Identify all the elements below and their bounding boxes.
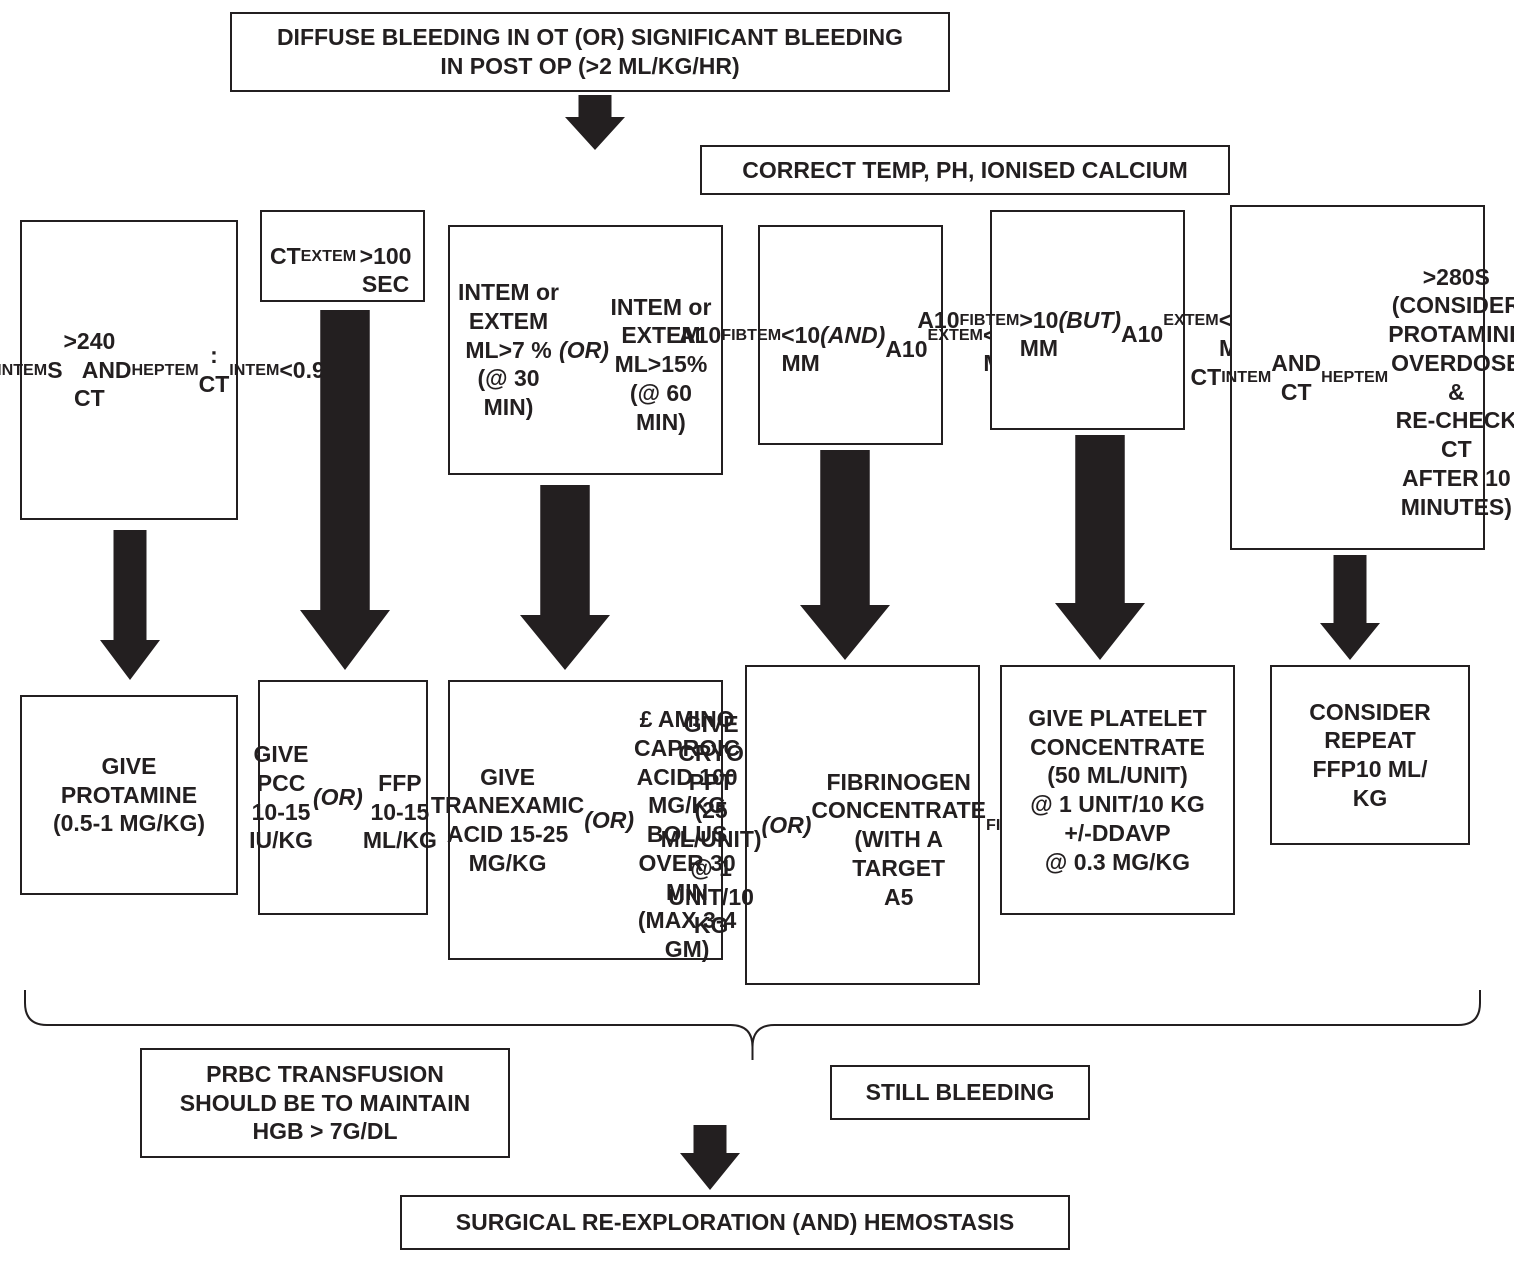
node-still: STILL BLEEDING bbox=[830, 1065, 1090, 1120]
node-a5: GIVE PLATELETCONCENTRATE(50 ML/UNIT)@ 1 … bbox=[1000, 665, 1235, 915]
node-c6: CT INTEM ANDCT HEPTEM>280S(CONSIDERPROTA… bbox=[1230, 205, 1485, 550]
node-correct: CORRECT TEMP, PH, IONISED CALCIUM bbox=[700, 145, 1230, 195]
arrow-down-icon bbox=[565, 95, 625, 150]
arrow-down-icon bbox=[800, 450, 890, 660]
arrow-down-icon bbox=[100, 530, 160, 680]
node-a1: GIVEPROTAMINE(0.5-1 MG/KG) bbox=[20, 695, 238, 895]
arrow-down-icon bbox=[520, 485, 610, 670]
node-c1: ACT >20% OFBASE LINE(OR)CT INTEM >240S A… bbox=[20, 220, 238, 520]
arrow-down-icon bbox=[300, 310, 390, 670]
node-c4: A10 FIBTEM<10 MM(AND)A10 EXTEM<40 MM bbox=[758, 225, 943, 445]
node-c2: CT EXTEM>100 SEC bbox=[260, 210, 425, 302]
arrow-down-icon bbox=[1320, 555, 1380, 660]
node-prbc: PRBC TRANSFUSIONSHOULD BE TO MAINTAINHGB… bbox=[140, 1048, 510, 1158]
arrow-down-icon bbox=[680, 1125, 740, 1190]
node-a4: GIVE CRYO PPT(25 ML/UNIT)@ 1 UNIT/10 KG(… bbox=[745, 665, 980, 985]
node-a2: GIVE PCC10-15 IU/KG(OR)FFP 10-15ML/KG bbox=[258, 680, 428, 915]
node-c3: INTEM or EXTEMML>7 % (@ 30 MIN)(OR)INTEM… bbox=[448, 225, 723, 475]
node-a6: CONSIDERREPEATFFP10 ML/KG bbox=[1270, 665, 1470, 845]
arrow-down-icon bbox=[1055, 435, 1145, 660]
node-c5: A10 FIBTEM>10 MM(BUT)A10 EXTEM<40 MM bbox=[990, 210, 1185, 430]
node-final: SURGICAL RE-EXPLORATION (AND) HEMOSTASIS bbox=[400, 1195, 1070, 1250]
node-start: DIFFUSE BLEEDING IN OT (OR) SIGNIFICANT … bbox=[230, 12, 950, 92]
